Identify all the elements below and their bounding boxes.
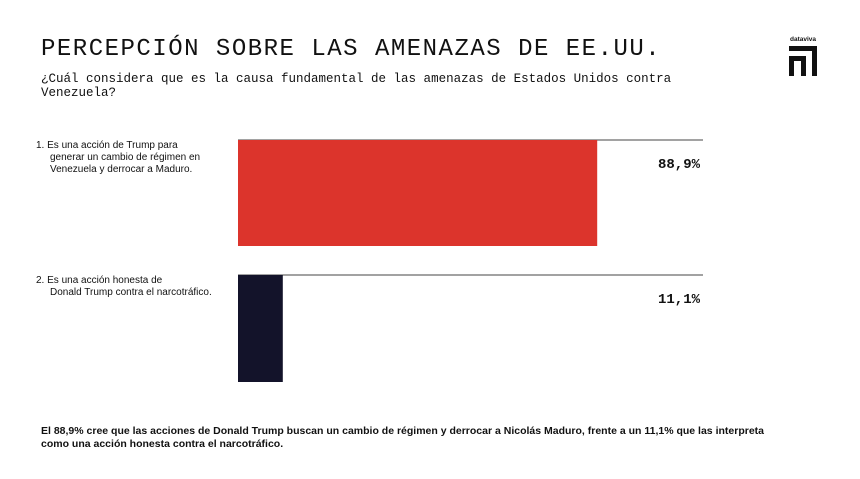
value-label-1: 88,9% — [658, 157, 701, 173]
value-label-2: 11,1% — [658, 292, 701, 308]
category-label-1: 1. Es una acción de Trump para generar un… — [36, 140, 200, 175]
bar-2 — [238, 275, 283, 382]
page-subtitle: ¿Cuál considera que es la causa fundamen… — [41, 72, 672, 100]
brand-logo: dataviva — [786, 36, 820, 78]
category-label-2: 2. Es una acción honesta de Donald Trump … — [36, 275, 212, 298]
brand-name: dataviva — [789, 36, 817, 43]
dataviva-logo-icon — [789, 46, 817, 76]
chart-footnote: El 88,9% cree que las acciones de Donald… — [41, 425, 764, 450]
bar-1 — [238, 140, 598, 246]
page-title: PERCEPCIÓN SOBRE LAS AMENAZAS DE EE.UU. — [41, 36, 662, 63]
